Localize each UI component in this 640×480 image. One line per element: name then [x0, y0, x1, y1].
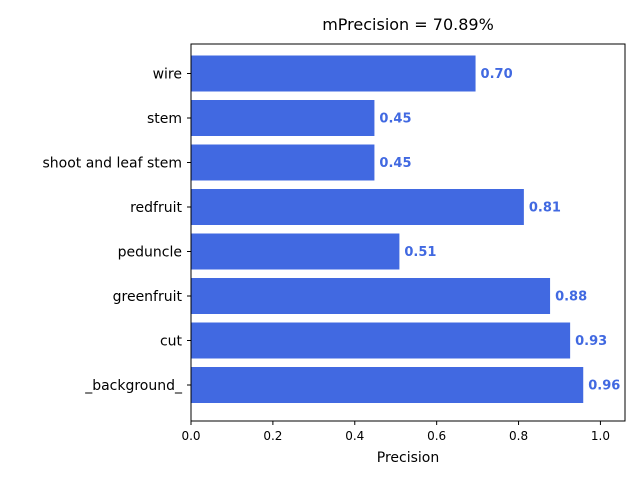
data-label-4: 0.51: [404, 245, 436, 260]
bar-6: [191, 322, 571, 359]
category-label-0: wire: [153, 66, 182, 82]
data-label-6: 0.93: [575, 334, 607, 349]
category-label-5: greenfruit: [113, 289, 183, 305]
bar-2: [191, 144, 375, 181]
x-tick-label-4: 0.8: [509, 429, 528, 443]
data-label-1: 0.45: [379, 112, 411, 127]
data-label-3: 0.81: [529, 201, 561, 216]
category-label-1: stem: [147, 111, 182, 127]
data-labels-group: 0.70 0.45 0.45 0.81 0.51 0.88 0.93 0.96: [379, 67, 620, 394]
category-label-7: _background_: [84, 378, 183, 394]
x-tick-label-3: 0.6: [427, 429, 446, 443]
bar-7: [191, 367, 584, 403]
category-label-2: shoot and leaf stem: [42, 155, 182, 171]
bars-group: [191, 55, 584, 403]
category-labels-group: wire stem shoot and leaf stem redfruit pedun…: [42, 66, 191, 394]
category-label-4: peduncle: [118, 244, 182, 260]
data-label-0: 0.70: [481, 67, 513, 82]
bar-3: [191, 189, 524, 225]
bar-0: [191, 55, 476, 92]
x-tick-label-5: 1.0: [591, 429, 610, 443]
x-ticks-group: 0.0 0.2 0.4 0.6 0.8 1.0: [181, 421, 610, 443]
category-label-3: redfruit: [130, 200, 182, 216]
x-tick-label-1: 0.2: [263, 429, 282, 443]
x-tick-label-0: 0.0: [181, 429, 200, 443]
bar-5: [191, 278, 551, 314]
data-label-5: 0.88: [555, 290, 587, 305]
data-label-7: 0.96: [588, 379, 620, 394]
category-label-6: cut: [160, 333, 183, 349]
chart-title: mPrecision = 70.89%: [322, 15, 494, 34]
bar-4: [191, 233, 400, 270]
bar-1: [191, 100, 375, 136]
data-label-2: 0.45: [379, 156, 411, 171]
x-tick-label-2: 0.4: [345, 429, 364, 443]
x-axis-label: Precision: [377, 450, 439, 466]
plot-frame: [190, 43, 626, 422]
